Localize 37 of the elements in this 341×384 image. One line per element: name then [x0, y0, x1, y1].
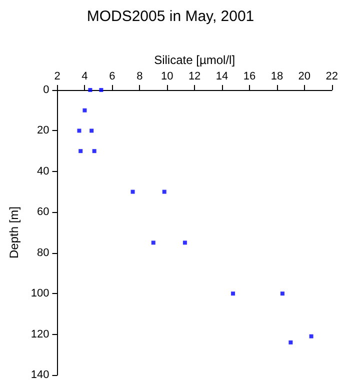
x-tick-label: 16 [243, 70, 256, 82]
chart-title: MODS2005 in May, 2001 [86, 8, 254, 25]
x-tick-label: 18 [270, 70, 284, 82]
x-tick-label: 8 [136, 70, 143, 82]
point [77, 128, 82, 133]
point [130, 190, 135, 194]
point [88, 88, 92, 92]
y-tick-label: 20 [37, 124, 50, 137]
x-tick-label: 4 [82, 70, 88, 82]
point [182, 240, 187, 245]
y-tick-label: 40 [37, 165, 50, 178]
y-tick-label: 80 [37, 246, 50, 259]
x-tick-label: 10 [160, 70, 174, 82]
x-tick-label: 2 [54, 70, 60, 82]
point [82, 108, 87, 112]
y-tick-label: 0 [43, 84, 50, 96]
point [231, 292, 236, 296]
x-tick-label: 20 [298, 70, 311, 82]
x-tick-label: 12 [188, 70, 201, 82]
y-tick-label: 100 [30, 288, 50, 300]
y-tick-label: 60 [37, 206, 50, 218]
x-tick-label: 6 [109, 70, 116, 82]
point [309, 334, 314, 338]
point [99, 88, 104, 92]
point [280, 292, 284, 296]
x-tick-label: 22 [326, 70, 338, 82]
point [162, 190, 166, 194]
y-tick-label: 140 [30, 369, 50, 381]
x-axis-title: Silicate [µmol/l] [154, 53, 236, 67]
point [92, 149, 96, 154]
x-tick-label: 14 [216, 70, 228, 82]
point [151, 240, 156, 245]
y-axis-title: Depth [m] [7, 206, 21, 259]
y-tick-label: 120 [30, 328, 50, 340]
point [90, 128, 94, 133]
point [288, 340, 293, 344]
point [78, 149, 83, 154]
